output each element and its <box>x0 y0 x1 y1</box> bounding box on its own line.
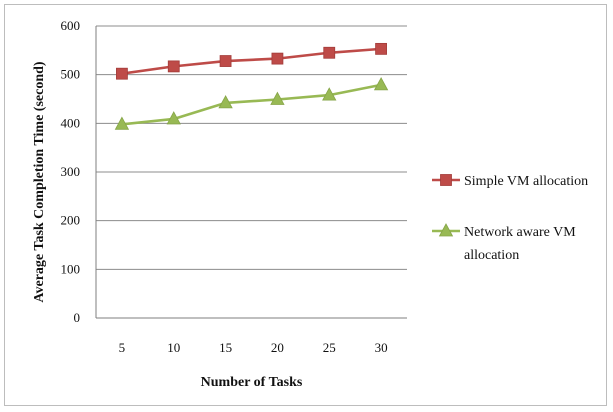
data-point <box>270 91 285 105</box>
x-tick-label: 15 <box>219 340 232 355</box>
x-tick-label: 10 <box>167 340 180 355</box>
y-tick-label: 600 <box>61 18 81 33</box>
series-line <box>121 47 382 75</box>
gridlines <box>96 25 407 319</box>
y-tick-label: 100 <box>61 261 81 276</box>
series-2 <box>114 77 389 130</box>
legend-label: allocation <box>464 248 519 263</box>
chart-frame <box>4 4 607 406</box>
data-point <box>218 95 233 109</box>
legend-item-2: Network aware VM allocation <box>432 223 576 263</box>
x-tick-label: 25 <box>323 340 336 355</box>
y-axis-ticks: 0 100 200 300 400 500 600 <box>61 18 81 325</box>
legend: Simple VM allocation Network aware VM allo… <box>432 174 588 263</box>
data-point <box>373 77 389 91</box>
y-tick-label: 300 <box>61 164 81 179</box>
y-tick-label: 200 <box>61 213 81 228</box>
x-axis-ticks: 5 10 15 20 25 30 <box>119 340 388 355</box>
series-line <box>121 83 382 126</box>
x-tick-label: 20 <box>271 340 284 355</box>
data-point <box>219 55 232 67</box>
y-tick-label: 400 <box>61 115 81 130</box>
data-point <box>116 67 128 80</box>
data-point <box>114 116 130 130</box>
series-layer <box>114 42 389 130</box>
data-point <box>323 46 336 59</box>
x-axis-title: Number of Tasks <box>201 375 303 390</box>
data-point <box>166 111 181 125</box>
data-point <box>271 52 284 65</box>
legend-marker <box>438 223 454 237</box>
series-1 <box>116 42 387 80</box>
legend-label: Simple VM allocation <box>464 174 588 189</box>
x-tick-label: 5 <box>119 340 126 355</box>
y-tick-label: 500 <box>61 67 81 82</box>
legend-marker <box>440 174 452 186</box>
legend-label: Network aware VM <box>464 225 576 240</box>
data-point <box>322 87 337 101</box>
y-tick-label: 0 <box>74 310 81 325</box>
data-point <box>375 42 387 55</box>
y-axis-title: Average Task Completion Time (second) <box>32 61 47 302</box>
data-point <box>167 60 180 73</box>
x-tick-label: 30 <box>375 340 388 355</box>
legend-item-1: Simple VM allocation <box>432 174 588 189</box>
